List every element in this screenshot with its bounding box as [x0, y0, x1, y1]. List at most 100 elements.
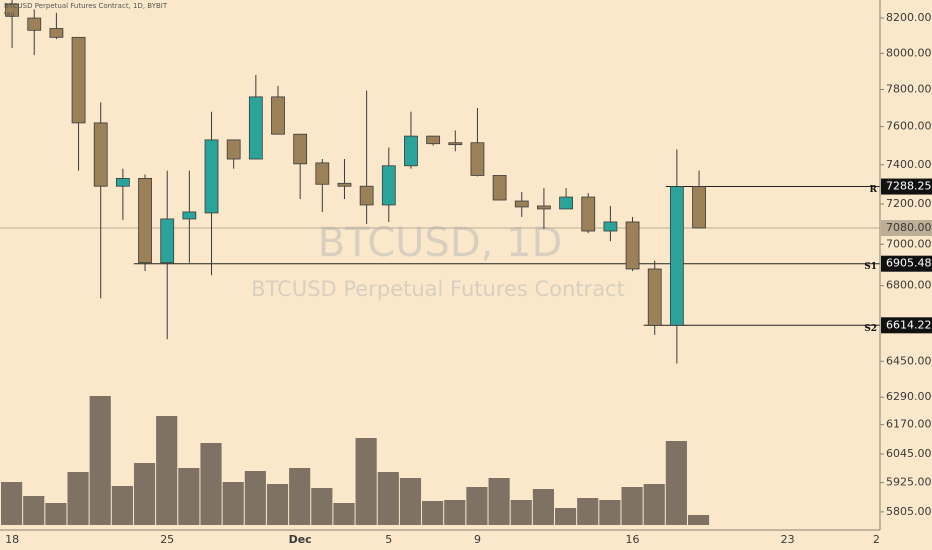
volume-bar [621, 487, 643, 525]
x-tick-label: 9 [474, 533, 481, 546]
plot-area: BTCUSD, 1D BTCUSD Perpetual Futures Contr… [0, 0, 880, 546]
volume-bar [555, 508, 577, 525]
last-price-box [881, 220, 932, 237]
level-price-label: 6905.48 [886, 257, 932, 270]
candle-body [271, 96, 285, 135]
y-tick-label: 7800.00 [886, 83, 932, 96]
volume-bar [510, 500, 532, 525]
y-tick-label: 8200.00 [886, 11, 932, 24]
candle-body [93, 122, 108, 187]
candle-body [537, 205, 551, 210]
volume-bar [399, 478, 422, 525]
candle-body [138, 177, 152, 264]
candle-body [581, 196, 596, 232]
level-price-box [881, 178, 932, 195]
volume-bar [111, 486, 133, 525]
y-tick-label: 6170.00 [886, 418, 932, 431]
volume-bar [133, 463, 156, 525]
volume-bar [444, 500, 466, 525]
volume-bar [311, 488, 333, 525]
volume-bar [488, 478, 510, 525]
volume-bar [23, 496, 45, 525]
candle-body [293, 133, 308, 165]
chart-title: BTCUSD Perpetual Futures Contract, 1D, B… [4, 2, 168, 10]
volume-bar [1, 482, 23, 525]
volume-bar [665, 441, 687, 525]
candle-body [204, 139, 219, 214]
volume-bar [178, 468, 200, 525]
volume-bar [222, 482, 244, 525]
x-tick-label: 23 [781, 533, 795, 546]
candle-body [381, 165, 396, 206]
y-tick-label: 5805.00 [886, 505, 932, 518]
watermark: BTCUSD, 1D [318, 220, 563, 266]
volume-bar [266, 484, 289, 525]
x-tick-label: Dec [289, 533, 312, 546]
candle-body [669, 186, 684, 326]
candle-body [49, 28, 64, 38]
volume-bar [532, 489, 554, 525]
volume-bar [466, 487, 488, 525]
volume-bar [422, 501, 444, 525]
volume-bar [355, 438, 377, 525]
candle-body [359, 185, 374, 206]
level-name: S1 [864, 262, 877, 272]
volume-bar [200, 443, 222, 525]
y-tick-label: 5925.00 [886, 476, 932, 489]
candle-body [404, 135, 418, 167]
candle-body [603, 221, 618, 232]
y-tick-label: 8000.00 [886, 46, 932, 59]
candle-body [647, 268, 662, 326]
volume-bar [643, 484, 665, 525]
volume-bar [333, 503, 355, 525]
candle-body [226, 139, 241, 160]
y-tick-label: 7600.00 [886, 120, 932, 133]
volume-bar [156, 416, 178, 525]
level-price-label: 7288.25 [886, 180, 932, 193]
x-tick-label: 18 [5, 533, 19, 546]
candle-body [448, 142, 463, 146]
y-tick-label: 6290.00 [886, 390, 932, 403]
x-tick-label: 5 [385, 533, 392, 546]
level-price-box [881, 255, 932, 272]
volume-bar [577, 498, 599, 525]
candle-body [470, 142, 485, 176]
watermark-subtitle: BTCUSD Perpetual Futures Contract [251, 277, 625, 301]
volume-bar [289, 468, 311, 525]
volume-bar [687, 515, 710, 525]
level-name: R [870, 185, 878, 195]
y-tick-label: 7000.00 [886, 237, 932, 250]
candle-body [492, 175, 507, 201]
volume-bar [244, 471, 266, 525]
price-axis-panel [880, 0, 932, 550]
x-tick-label: 16 [626, 533, 640, 546]
candle-body [559, 196, 573, 210]
candle-body [115, 177, 130, 187]
volume-title: Vol [4, 11, 15, 19]
y-tick-label: 6045.00 [886, 447, 932, 460]
candle-body [182, 211, 197, 220]
y-tick-label: 7200.00 [886, 197, 932, 210]
candle-body [5, 3, 19, 17]
x-tick-label: 25 [160, 533, 174, 546]
volume-bar [89, 396, 111, 525]
level-price-box [881, 317, 932, 334]
y-tick-label: 6800.00 [886, 279, 932, 292]
candle-body [426, 135, 441, 145]
y-tick-label: 7400.00 [886, 158, 932, 171]
candle-body [248, 96, 263, 160]
candle-body [27, 17, 42, 31]
candle-body [514, 200, 529, 208]
level-name: S2 [864, 324, 877, 334]
level-price-label: 6614.22 [886, 318, 932, 331]
price-axis: 8200.00 8000.00 7800.00 7600.00 7400.00 7200.… [880, 11, 932, 518]
candle-body [692, 186, 706, 229]
volume-bar [45, 503, 67, 525]
candle-body [625, 221, 640, 270]
candle-body [160, 218, 175, 264]
candle-body [71, 36, 86, 124]
x-tick-label: 2 [873, 533, 880, 546]
candle-body [337, 182, 352, 187]
